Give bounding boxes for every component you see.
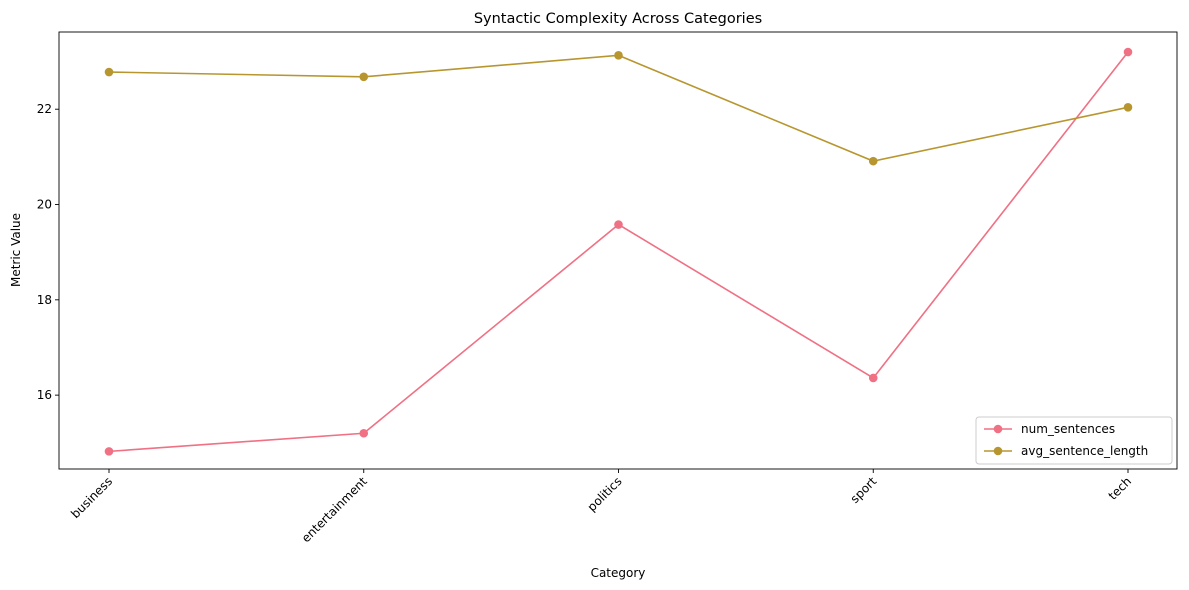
data-point-num_sentences-business	[104, 447, 114, 456]
legend-label-num_sentences: num_sentences	[1021, 422, 1115, 436]
y-tick-label: 22	[37, 102, 52, 116]
data-point-avg_sentence_length-business	[104, 67, 114, 77]
y-axis-ticks: 16 18 20 22	[37, 102, 59, 402]
x-axis-label: Category	[591, 566, 646, 580]
legend: num_sentences avg_sentence_length	[975, 416, 1173, 465]
y-tick-label: 18	[37, 293, 52, 307]
y-tick-label: 20	[37, 198, 52, 212]
legend-marker-num_sentences	[993, 424, 1003, 434]
legend-box	[975, 416, 1173, 465]
data-point-num_sentences-politics	[614, 220, 623, 229]
plot-area	[58, 31, 1178, 470]
data-point-avg_sentence_length-tech	[1123, 102, 1133, 112]
data-point-num_sentences-sport	[868, 373, 878, 383]
data-point-avg_sentence_length-sport	[868, 156, 878, 166]
axes-frame	[58, 31, 1178, 470]
legend-label-avg_sentence_length: avg_sentence_length	[1021, 444, 1148, 458]
data-point-num_sentences-entertainment	[359, 428, 369, 438]
y-tick-label: 16	[37, 388, 52, 402]
data-point-avg_sentence_length-politics	[614, 51, 623, 60]
data-point-num_sentences-tech	[1123, 47, 1133, 57]
chart-title: Syntactic Complexity Across Categories	[474, 11, 762, 27]
legend-marker-avg_sentence_length	[993, 446, 1003, 456]
data-point-avg_sentence_length-entertainment	[359, 72, 369, 82]
y-axis-label: Metric Value	[9, 213, 23, 287]
